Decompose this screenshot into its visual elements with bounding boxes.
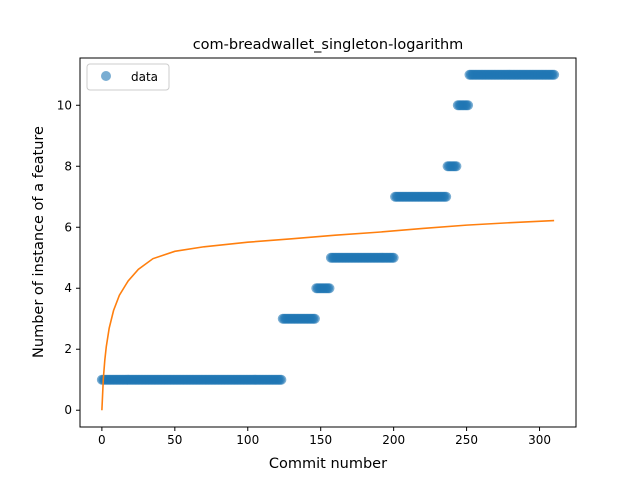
data-point (324, 283, 335, 294)
legend: data (86, 63, 170, 91)
y-tick-label: 6 (64, 220, 72, 234)
axes-frame (79, 57, 577, 428)
y-tick-label: 10 (57, 98, 72, 112)
data-point (388, 252, 399, 263)
y-tick-label: 8 (64, 159, 72, 173)
y-tick-label: 4 (64, 281, 72, 295)
data-point (463, 100, 474, 111)
y-axis: 0 2 4 6 8 10 (57, 98, 80, 417)
y-axis-label: Number of instance of a feature (31, 126, 47, 358)
chart-title: com-breadwallet_singleton-logarithm (193, 37, 464, 53)
y-tick-label: 0 (64, 403, 72, 417)
legend-marker-data (101, 71, 111, 81)
x-axis-label: Commit number (269, 456, 387, 472)
data-point (441, 191, 452, 202)
x-tick-label: 300 (528, 433, 551, 447)
data-point (276, 374, 287, 385)
data-point (309, 313, 320, 324)
x-axis: 0 50 100 150 200 250 300 (98, 427, 551, 447)
x-tick-label: 250 (455, 433, 478, 447)
x-tick-label: 200 (382, 433, 405, 447)
x-tick-label: 0 (98, 433, 106, 447)
fit-line (101, 219, 555, 411)
x-tick-label: 150 (309, 433, 332, 447)
y-tick-label: 2 (64, 342, 72, 356)
data-point (451, 161, 462, 172)
plot-area (96, 69, 560, 411)
legend-label-data: data (131, 70, 158, 84)
legend-box (86, 63, 170, 91)
x-tick-label: 50 (167, 433, 182, 447)
x-tick-label: 100 (236, 433, 259, 447)
data-point (549, 69, 560, 80)
